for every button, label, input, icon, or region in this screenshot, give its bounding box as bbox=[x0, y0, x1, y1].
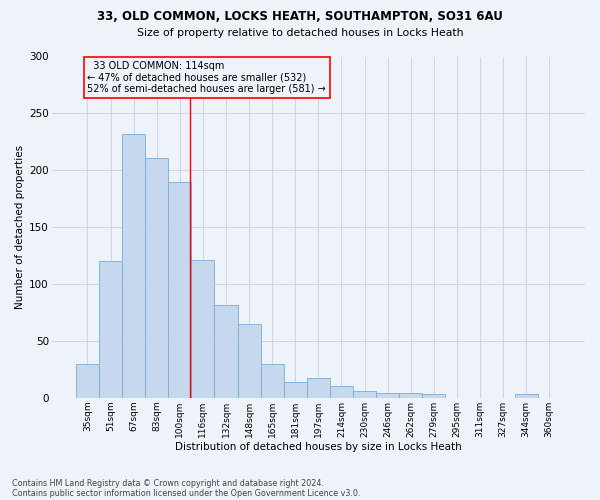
Bar bbox=[168, 182, 191, 398]
Bar bbox=[307, 378, 330, 398]
Bar bbox=[214, 304, 238, 398]
Text: Contains HM Land Registry data © Crown copyright and database right 2024.: Contains HM Land Registry data © Crown c… bbox=[12, 478, 324, 488]
Bar bbox=[376, 393, 399, 398]
Text: Contains public sector information licensed under the Open Government Licence v3: Contains public sector information licen… bbox=[12, 488, 361, 498]
Bar bbox=[330, 386, 353, 398]
Y-axis label: Number of detached properties: Number of detached properties bbox=[15, 145, 25, 309]
Bar bbox=[191, 260, 214, 398]
Bar bbox=[284, 382, 307, 398]
Bar bbox=[353, 391, 376, 398]
Bar bbox=[238, 324, 260, 398]
Text: 33, OLD COMMON, LOCKS HEATH, SOUTHAMPTON, SO31 6AU: 33, OLD COMMON, LOCKS HEATH, SOUTHAMPTON… bbox=[97, 10, 503, 23]
Bar bbox=[422, 394, 445, 398]
Bar bbox=[260, 364, 284, 398]
Text: 33 OLD COMMON: 114sqm
← 47% of detached houses are smaller (532)
52% of semi-det: 33 OLD COMMON: 114sqm ← 47% of detached … bbox=[88, 61, 326, 94]
Bar bbox=[76, 364, 99, 398]
Bar bbox=[122, 134, 145, 398]
Bar bbox=[515, 394, 538, 398]
Bar bbox=[399, 393, 422, 398]
Bar bbox=[99, 262, 122, 398]
X-axis label: Distribution of detached houses by size in Locks Heath: Distribution of detached houses by size … bbox=[175, 442, 462, 452]
Text: Size of property relative to detached houses in Locks Heath: Size of property relative to detached ho… bbox=[137, 28, 463, 38]
Bar bbox=[145, 158, 168, 398]
